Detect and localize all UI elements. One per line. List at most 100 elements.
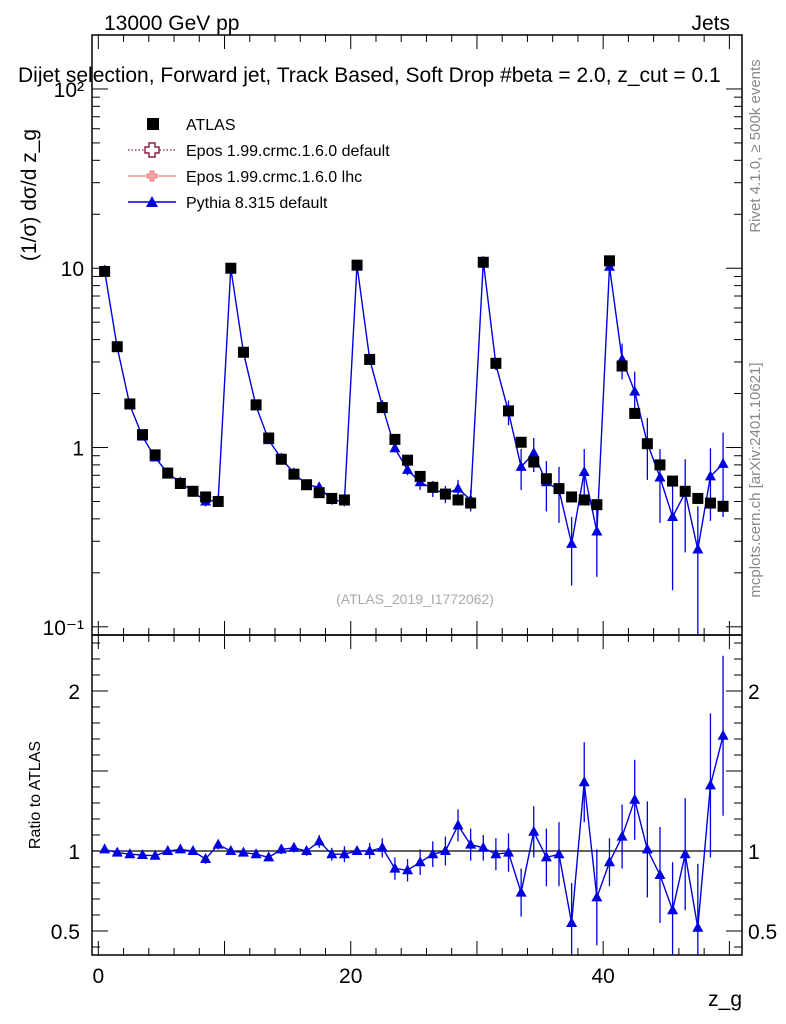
pythia-ratio-point [402,864,414,875]
legend-marker-pythia [146,196,158,207]
pythia-ratio-point [200,853,212,863]
pythia-ratio-point [99,843,111,854]
x-tick-label: 20 [339,965,362,988]
legend-marker-epos-lhc [146,170,158,182]
atlas-point [237,346,249,358]
ratio-y-tick-label-left: 1 [68,841,80,864]
pythia-ratio-point [427,848,439,859]
atlas-point [578,494,590,506]
atlas-point [162,467,174,479]
pythia-ratio-point [503,846,515,857]
pythia-ratio-point [225,845,237,855]
analysis-watermark: (ATLAS_2019_I1772062) [336,591,494,607]
atlas-point [225,262,237,274]
atlas-point [364,353,376,365]
ratio-y-tick-label-left: 0.5 [51,921,80,944]
atlas-point [439,488,451,500]
pythia-ratio-point [364,845,376,855]
pythia-ratio-point [250,848,262,859]
pythia-ratio-point [263,851,275,862]
pythia-ratio-point [616,830,628,841]
atlas-point [263,432,275,444]
pythia-series-ratio [99,655,729,955]
pythia-point [692,543,704,554]
atlas-point [452,494,464,506]
legend-marker-epos-default [144,142,160,158]
pythia-ratio-point [667,904,679,915]
legend-label-pythia: Pythia 8.315 default [186,195,328,212]
pythia-ratio-line [104,735,724,928]
pythia-point [528,447,540,458]
atlas-point [591,499,603,511]
ratio-y-axis-label: Ratio to ATLAS [27,741,44,849]
ratio-y-tick-label-right: 0.5 [748,921,777,944]
pythia-point [654,471,666,482]
atlas-point [124,398,136,410]
category-label: Jets [691,12,730,35]
atlas-point [629,407,641,419]
pythia-ratio-point [351,845,363,855]
atlas-point [667,475,679,487]
pythia-point [717,457,729,468]
legend-label-epos-lhc: Epos 1.99.crmc.1.6.0 lhc [186,169,362,186]
pythia-ratio-point [288,841,300,852]
atlas-point [679,485,691,497]
pythia-series-main [99,255,729,635]
atlas-point [338,494,350,506]
atlas-point [566,491,578,503]
ratio-axis-ticks: 0.5 0.51 12 20 20 40 [51,635,777,988]
atlas-point [136,429,148,441]
pythia-ratio-point [704,779,716,790]
legend: ATLAS Epos 1.99.crmc.1.6.0 default Epos … [128,117,390,212]
pythia-point [629,385,641,396]
atlas-point [503,405,515,417]
pythia-ratio-point [212,838,224,849]
atlas-point [187,485,199,497]
x-tick-label: 40 [591,965,614,988]
atlas-point [111,341,123,353]
ratio-panel-frame [91,634,743,956]
pythia-ratio-point [578,776,590,787]
x-tick-label: 0 [92,965,104,988]
pythia-ratio-point [162,845,174,855]
atlas-series-main [99,255,729,512]
legend-item-epos-default: Epos 1.99.crmc.1.6.0 default [128,142,390,160]
atlas-point [288,468,300,480]
legend-item-epos-lhc: Epos 1.99.crmc.1.6.0 lhc [128,169,362,186]
pythia-ratio-point [591,891,603,902]
pythia-ratio-point [237,846,249,857]
atlas-point [515,436,527,448]
pythia-ratio-point [490,848,502,859]
atlas-point [389,433,401,445]
ratio-y-tick-label-left: 2 [68,681,80,704]
pythia-point [566,537,578,548]
main-y-tick-label: 10² [54,79,84,102]
pythia-ratio-point [452,819,464,830]
atlas-point [540,473,552,485]
atlas-point [402,454,414,466]
rivet-version-label: Rivet 4.1.0, ≥ 500k events [747,59,764,232]
atlas-point [616,360,628,372]
atlas-point [490,357,502,369]
main-y-tick-label: 10 [61,258,84,281]
atlas-point [717,500,729,512]
legend-item-atlas: ATLAS [147,117,236,134]
atlas-point [427,481,439,493]
pythia-ratio-point [136,849,148,859]
legend-label-atlas: ATLAS [186,117,236,134]
mcplots-reference-label: mcplots.cern.ch [arXiv:2401.10621] [747,362,764,597]
pythia-point [591,525,603,536]
pythia-ratio-point [376,841,388,852]
pythia-ratio-point [275,843,287,854]
pythia-point [578,466,590,477]
atlas-point [212,495,224,507]
pythia-ratio-point [389,862,401,873]
pythia-ratio-point [553,848,565,859]
pythia-point [389,442,401,453]
pythia-ratio-point [641,843,653,854]
atlas-point [641,438,653,450]
atlas-point [528,456,540,468]
pythia-ratio-point [124,848,136,859]
atlas-point [174,477,186,489]
atlas-point [301,479,313,491]
